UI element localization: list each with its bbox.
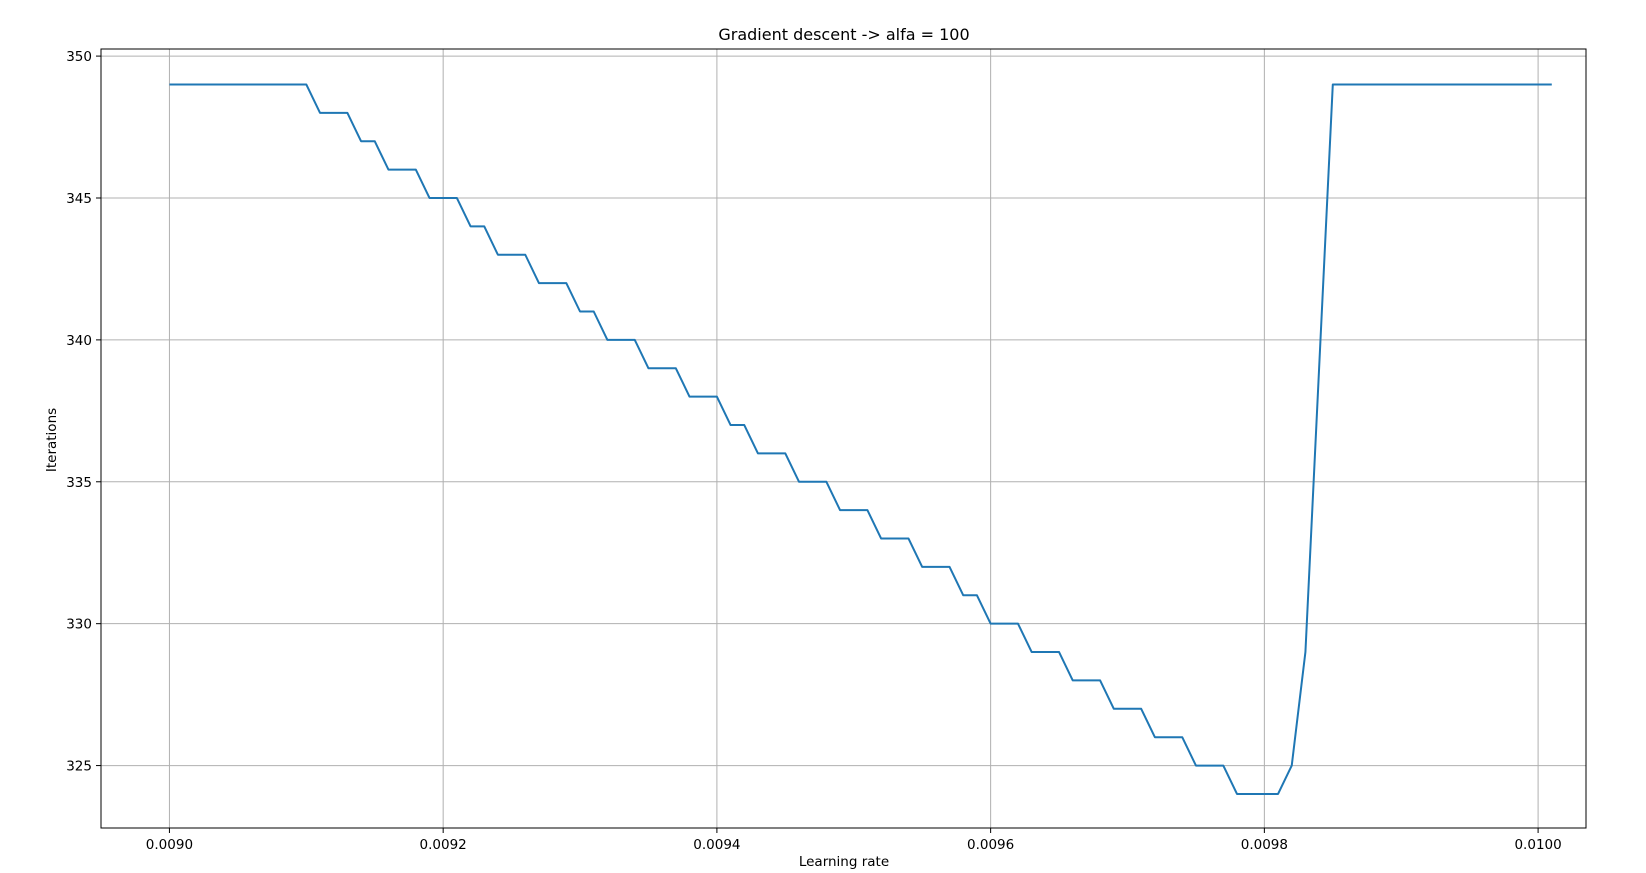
grid-lines bbox=[101, 49, 1586, 828]
x-tick-label: 0.0100 bbox=[1514, 837, 1561, 853]
y-tick-label: 340 bbox=[66, 333, 92, 349]
y-tick-label: 335 bbox=[66, 475, 92, 491]
x-tick-label: 0.0096 bbox=[967, 837, 1014, 853]
chart-title: Gradient descent -> alfa = 100 bbox=[718, 25, 969, 44]
series-group bbox=[169, 83, 1552, 795]
x-tick-label: 0.0090 bbox=[146, 837, 193, 853]
x-tick-label: 0.0094 bbox=[693, 837, 740, 853]
x-tick-label: 0.0092 bbox=[420, 837, 467, 853]
series-line bbox=[169, 83, 1552, 795]
y-tick-label: 350 bbox=[66, 49, 92, 65]
plot-area-frame bbox=[100, 48, 1587, 829]
y-tick-label: 330 bbox=[66, 617, 92, 633]
axis-ticks: 0.0090 0.0092 0.0094 0.0096 0.0098 0.0100 325 3… bbox=[66, 49, 1562, 853]
x-tick-label: 0.0098 bbox=[1241, 837, 1288, 853]
y-tick-label: 325 bbox=[66, 759, 92, 775]
y-tick-label: 345 bbox=[66, 191, 92, 207]
x-axis-label: Learning rate bbox=[799, 854, 889, 870]
y-axis-label: Iterations bbox=[44, 408, 60, 472]
